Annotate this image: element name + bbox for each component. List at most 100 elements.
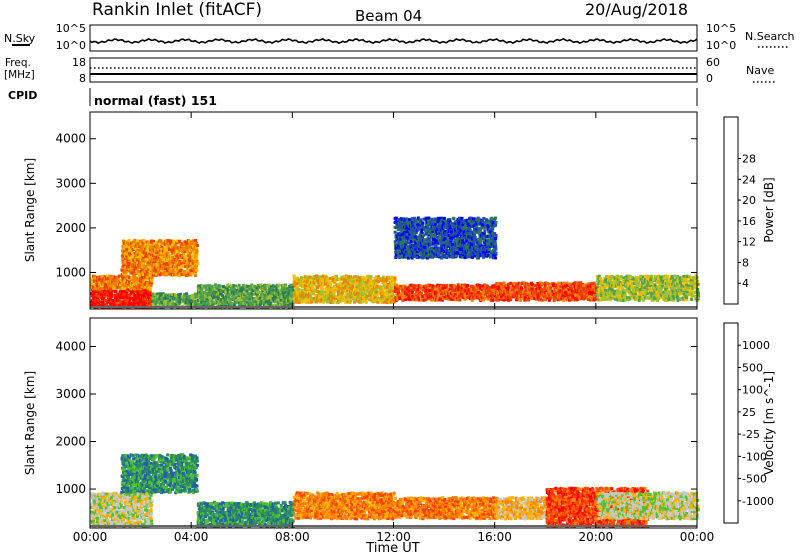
power-data-cell-3: [173, 243, 177, 247]
power-data-cell-6: [484, 292, 488, 296]
power-data-cell-0: [114, 303, 118, 306]
power-data-cell-8: [667, 281, 671, 285]
power-data-cell-5: [344, 300, 348, 304]
power-data-cell-4: [243, 293, 247, 297]
power-data-cell-7: [538, 286, 542, 290]
power-data-cell-5: [310, 300, 313, 304]
power-data-cell-8: [637, 281, 640, 285]
power-data-cell-9: [415, 250, 419, 254]
power-data-cell-6: [419, 284, 423, 288]
power-data-cell-4: [204, 293, 208, 297]
power-data-cell-3: [159, 239, 163, 243]
power-data-cell-8: [597, 274, 601, 278]
power-data-cell-6: [462, 286, 466, 290]
power-data-cell-5: [336, 301, 340, 305]
power-data-cell-0: [130, 296, 134, 300]
power-data-cell-5: [343, 298, 347, 302]
power-data-cell-6: [413, 288, 417, 291]
power-data-cell-5: [358, 276, 362, 280]
power-data-cell-8: [636, 288, 640, 292]
power-data-cell-5: [360, 288, 364, 292]
power-data-cell-5: [327, 294, 331, 298]
power-data-cell-3: [191, 259, 195, 263]
power-data-cell-5: [392, 300, 396, 304]
power-data-cell-9: [424, 231, 428, 235]
power-data-cell-8: [696, 294, 700, 298]
power-data-cell-8: [632, 289, 636, 293]
power-data-cell-4: [219, 300, 223, 304]
power-data-cell-5: [294, 297, 298, 301]
power-data-cell-5: [338, 298, 342, 302]
power-data-cell-9: [408, 218, 412, 222]
power-data-cell-9: [410, 256, 414, 260]
power-data-cell-6: [405, 291, 409, 294]
power-data-cell-3: [141, 261, 145, 265]
power-data-cell-4: [277, 302, 281, 306]
power-data-cell-4: [266, 296, 270, 300]
power-data-cell-7: [500, 286, 504, 290]
power-data-cell-3: [182, 263, 186, 267]
power-data-cell-1: [103, 275, 107, 279]
power-data-cell-5: [378, 287, 382, 291]
power-data-cell-9: [410, 227, 414, 231]
power-data-cell-5: [349, 295, 353, 298]
power-data-cell-4: [238, 303, 242, 307]
power-data-cell-8: [613, 276, 617, 280]
power-data-cell-5: [343, 280, 347, 284]
power-data-cell-6: [431, 284, 435, 288]
power-data-cell-3: [171, 243, 175, 247]
power-data-cell-6: [441, 286, 445, 290]
power-data-cell-8: [604, 288, 608, 292]
power-data-cell-6: [466, 295, 470, 299]
power-data-cell-3: [192, 253, 196, 257]
power-data-cell-3: [174, 248, 178, 251]
power-data-cell-1: [93, 274, 96, 278]
frequency-panel: Freq. [MHz] 18 8 60 0 Nave: [4, 56, 775, 85]
power-data-cell-4: [202, 302, 206, 305]
power-data-cell-3: [140, 268, 144, 272]
power-data-cell-7: [583, 296, 587, 300]
power-data-cell-9: [397, 251, 401, 255]
power-data-cell-3: [181, 250, 185, 254]
power-data-cell-9: [406, 256, 410, 260]
power-data-cell-5: [358, 279, 362, 283]
power-data-cell-7: [582, 286, 586, 290]
power-data-cell-5: [320, 292, 324, 296]
power-data-cell-5: [384, 278, 388, 282]
power-data-cell-8: [627, 274, 631, 278]
power-data-cell-3: [144, 249, 148, 253]
power-data-cell-5: [323, 292, 327, 296]
power-data-cell-6: [438, 286, 442, 290]
power-data-cell-5: [312, 300, 316, 304]
power-data-cell-8: [662, 276, 666, 280]
power-data-cell-5: [321, 279, 325, 283]
power-data-cell-7: [513, 294, 516, 298]
power-data-cell-0: [107, 295, 110, 299]
power-data-cell-5: [376, 281, 379, 285]
noise-tick-left-bottom: 10^0: [56, 39, 86, 52]
power-data-cell-4: [282, 302, 286, 306]
power-data-cell-0: [144, 297, 147, 301]
power-data-cell-5: [338, 296, 342, 300]
power-data-cell-3: [177, 241, 181, 245]
power-data-cell-5: [328, 297, 331, 300]
power-data-cell-6: [481, 296, 484, 300]
power-data-cell-5: [329, 301, 333, 304]
power-data-cell-5: [366, 276, 370, 280]
power-data-cell-4: [202, 290, 206, 294]
power-data-cell-4: [270, 290, 274, 294]
power-data-cell-3: [181, 246, 185, 250]
power-data-cell-9: [408, 221, 412, 225]
power-data-cell-4: [277, 283, 281, 287]
power-data-cell-3: [196, 262, 200, 266]
power-data-cell-4: [226, 292, 229, 296]
power-data-cell-4: [202, 293, 205, 297]
power-data-cell-9: [402, 217, 406, 221]
power-data-cell-4: [239, 286, 243, 290]
power-data-cell-7: [549, 288, 553, 292]
power-data-cell-0: [97, 301, 101, 305]
power-data-cell-8: [605, 277, 609, 281]
power-data-cell-8: [607, 288, 611, 292]
power-data-cell-7: [544, 281, 548, 285]
power-data-cell-3: [153, 252, 157, 256]
